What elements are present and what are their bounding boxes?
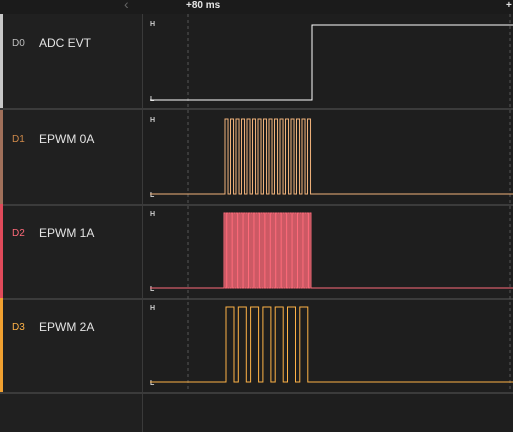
channel-color-bar — [0, 110, 3, 204]
channel-name[interactable]: EPWM 2A — [39, 320, 95, 334]
channel-id: D0 — [12, 38, 25, 49]
channel-row-d2[interactable]: D2 EPWM 1A — [0, 204, 142, 298]
channel-color-bar — [0, 204, 3, 298]
row-separator — [0, 108, 513, 110]
channel-name[interactable]: EPWM 1A — [39, 226, 95, 240]
waveform-d2 — [150, 212, 513, 289]
low-level-label: L — [150, 380, 155, 387]
channel-name[interactable]: ADC EVT — [39, 36, 92, 50]
channel-label-column — [0, 14, 143, 432]
row-separator — [0, 204, 513, 206]
time-ruler[interactable]: ‹ +80 ms + — [0, 0, 513, 14]
low-level-label: L — [150, 286, 155, 293]
low-level-label: L — [150, 192, 155, 199]
row-separator — [0, 298, 513, 300]
channel-id: D1 — [12, 134, 25, 145]
waveform-d0 — [150, 24, 513, 101]
channel-row-d0[interactable]: D0 ADC EVT — [0, 14, 142, 108]
high-level-label: H — [150, 305, 156, 312]
time-marker: +80 ms — [186, 0, 221, 11]
channel-row-d1[interactable]: D1 EPWM 0A — [0, 110, 142, 204]
channel-color-bar — [0, 14, 3, 108]
chevron-left-icon[interactable]: ‹ — [124, 0, 129, 12]
high-level-label: H — [150, 117, 156, 124]
channel-color-bar — [0, 298, 3, 392]
channel-id: D3 — [12, 322, 25, 333]
row-separator — [0, 392, 513, 394]
channel-name[interactable]: EPWM 0A — [39, 132, 95, 146]
waveform-d1 — [150, 118, 513, 195]
high-level-label: H — [150, 21, 156, 28]
high-level-label: H — [150, 211, 156, 218]
channel-id: D2 — [12, 228, 25, 239]
time-marker-right: + — [506, 0, 512, 11]
channel-row-d3[interactable]: D3 EPWM 2A — [0, 298, 142, 392]
waveform-plot-area[interactable] — [143, 14, 513, 432]
waveform-d3 — [150, 306, 513, 383]
